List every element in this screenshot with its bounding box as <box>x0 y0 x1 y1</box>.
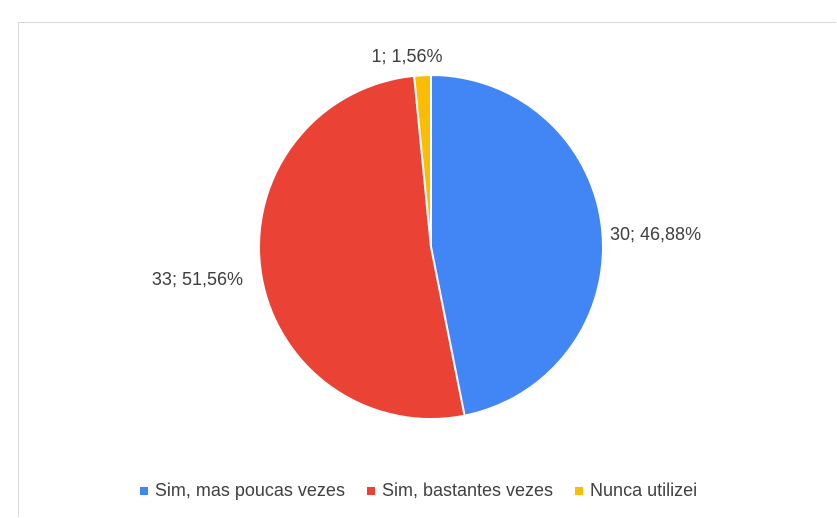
legend-swatch-2 <box>366 486 375 495</box>
data-label-3: 1; 1,56% <box>371 46 442 66</box>
pie-slices <box>258 74 604 420</box>
legend-label-1: Sim, mas poucas vezes <box>154 480 345 500</box>
legend: Sim, mas poucas vezes Sim, bastantes veze… <box>0 480 837 501</box>
pie-slice-2 <box>258 74 466 420</box>
legend-swatch-3 <box>575 486 584 495</box>
pie-slice-3 <box>413 74 432 248</box>
legend-label-3: Nunca utilizei <box>590 480 698 500</box>
data-label-2: 33; 51,56% <box>152 269 243 289</box>
pie-slice-1 <box>430 74 604 417</box>
legend-item-3: Nunca utilizei <box>575 480 697 501</box>
pie-data-labels: 30; 46,88% 33; 51,56% 1; 1,56% <box>152 46 701 289</box>
legend-label-2: Sim, bastantes vezes <box>381 480 554 500</box>
legend-swatch-1 <box>139 486 148 495</box>
legend-item-2: Sim, bastantes vezes <box>366 480 554 501</box>
data-label-1: 30; 46,88% <box>610 224 701 244</box>
legend-item-1: Sim, mas poucas vezes <box>139 480 345 501</box>
